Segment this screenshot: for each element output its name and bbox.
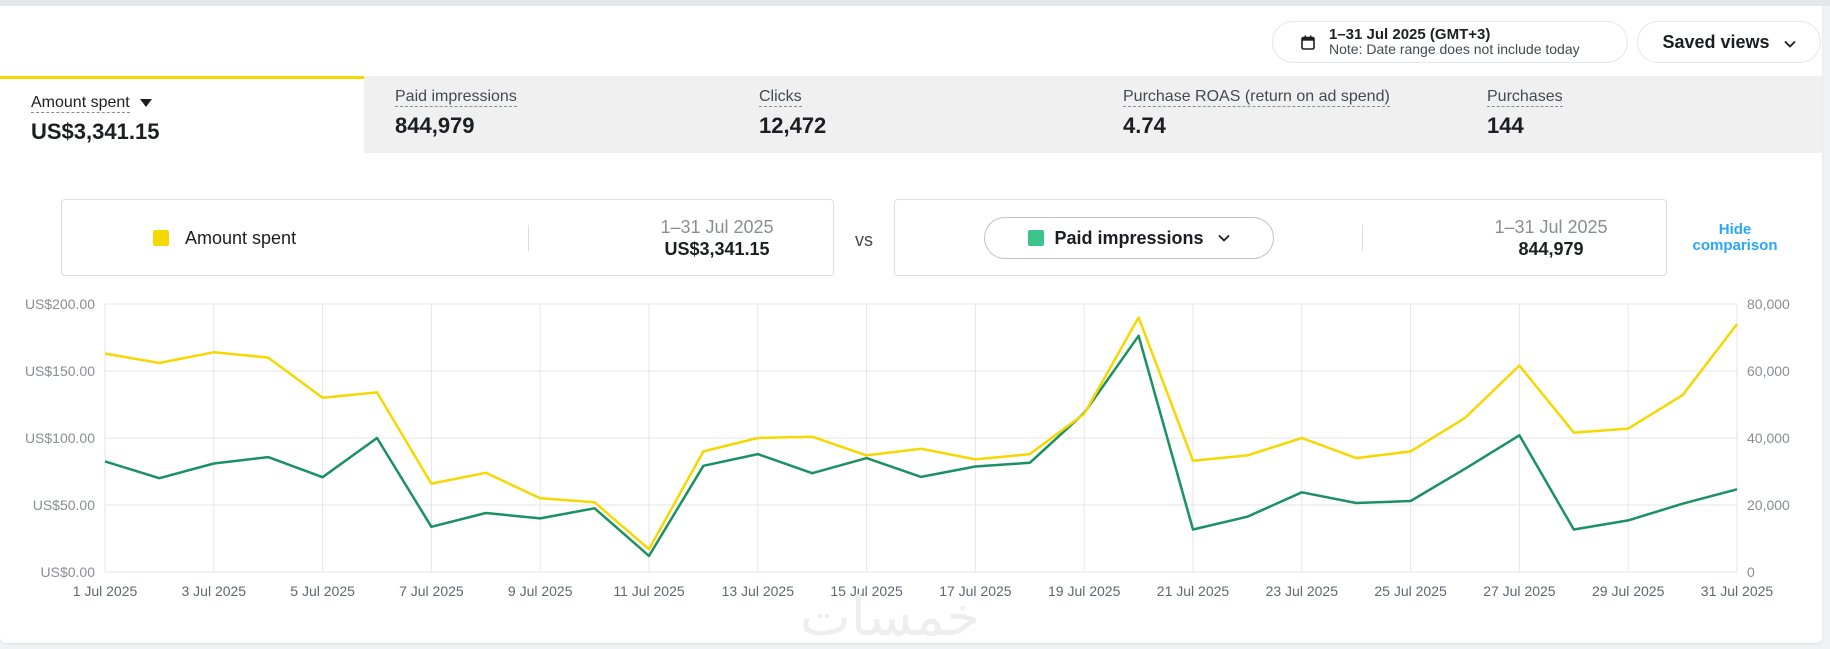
saved-views-label: Saved views: [1662, 31, 1770, 52]
tab-value: 144: [1487, 113, 1524, 138]
x-tick-label: 7 Jul 2025: [399, 583, 464, 599]
series-line-amount-spent: [104, 316, 1738, 551]
legend-swatch-paid-impressions: [1028, 230, 1045, 246]
x-tick-label: 23 Jul 2025: [1266, 583, 1339, 599]
tab-value: US$3,341.15: [31, 119, 160, 144]
tab-label: Purchases: [1487, 88, 1563, 107]
comparison-right-box: Paid impressions 1–31 Jul 2025 844,979: [894, 199, 1667, 276]
line-chart: US$0.00 0 US$50.00 20,000 US$100.00 40,000 US$…: [25, 296, 1790, 599]
hide-comparison-line1: Hide: [1718, 221, 1752, 238]
y-left-tick-label: US$100.00: [25, 430, 95, 446]
x-tick-label: 17 Jul 2025: [939, 583, 1012, 599]
y-left-tick-label: US$200.00: [25, 296, 95, 312]
x-tick-label: 1 Jul 2025: [73, 583, 138, 599]
calendar-icon: [1301, 35, 1315, 50]
metric-tabs: Amount spent US$3,341.15 Paid impression…: [0, 76, 1822, 153]
date-range-note: Note: Date range does not include today: [1329, 41, 1580, 57]
tab-clicks[interactable]: Clicks 12,472: [728, 76, 1092, 153]
x-tick-label: 9 Jul 2025: [508, 583, 573, 599]
x-tick-label: 11 Jul 2025: [613, 583, 685, 599]
x-tick-label: 29 Jul 2025: [1592, 583, 1665, 599]
date-range-label: 1–31 Jul 2025 (GMT+3): [1329, 26, 1491, 43]
tab-label: Clicks: [759, 88, 802, 107]
comparison-left-period: 1–31 Jul 2025 US$3,341.15: [587, 216, 847, 260]
comparison-left-series: Amount spent: [185, 228, 297, 248]
dropdown-label: Paid impressions: [1054, 227, 1204, 248]
tab-value: 12,472: [759, 113, 827, 138]
tab-label: Amount spent: [31, 94, 130, 113]
chevron-down-icon: [1783, 32, 1796, 53]
tab-amount-spent[interactable]: Amount spent US$3,341.15: [0, 76, 364, 153]
period-date: 1–31 Jul 2025: [660, 217, 774, 237]
period-date: 1–31 Jul 2025: [1494, 217, 1608, 237]
watermark-logo: خمسات: [800, 585, 981, 648]
tab-paid-impressions[interactable]: Paid impressions 844,979: [364, 76, 728, 153]
y-left-tick-label: US$0.00: [41, 564, 96, 580]
tab-purchase-roas[interactable]: Purchase ROAS (return on ad spend) 4.74: [1092, 76, 1456, 153]
x-tick-label: 27 Jul 2025: [1483, 583, 1556, 599]
y-right-tick-label: 40,000: [1747, 430, 1790, 446]
tab-value: 844,979: [395, 113, 475, 138]
y-left-tick-label: US$50.00: [33, 497, 95, 513]
x-tick-label: 31 Jul 2025: [1701, 583, 1774, 599]
legend-swatch-amount-spent: [153, 230, 169, 246]
divider: [528, 225, 529, 251]
top-strip: [0, 0, 1830, 6]
tab-purchases[interactable]: Purchases 144: [1456, 76, 1820, 153]
vs-label: vs: [855, 230, 873, 250]
insights-panel: 1–31 Jul 2025 (GMT+3) Note: Date range d…: [0, 6, 1822, 643]
x-tick-label: 19 Jul 2025: [1048, 583, 1121, 599]
x-tick-label: 25 Jul 2025: [1374, 583, 1447, 599]
saved-views-button[interactable]: Saved views: [1638, 22, 1820, 62]
comparison-left-box: Amount spent 1–31 Jul 2025 US$3,341.15: [61, 199, 834, 276]
hide-comparison-link[interactable]: Hide comparison: [1690, 222, 1780, 254]
tab-label: Paid impressions: [395, 88, 517, 107]
x-tick-label: 13 Jul 2025: [722, 583, 795, 599]
comparison-right-period: 1–31 Jul 2025 844,979: [1421, 216, 1681, 260]
comparison-metric-dropdown[interactable]: Paid impressions: [984, 217, 1274, 259]
period-value: 844,979: [1518, 239, 1584, 259]
y-right-tick-label: 80,000: [1747, 296, 1790, 312]
series-line-paid-impressions: [104, 334, 1738, 558]
date-range-picker[interactable]: 1–31 Jul 2025 (GMT+3) Note: Date range d…: [1273, 22, 1627, 62]
y-right-tick-label: 20,000: [1747, 497, 1790, 513]
y-right-tick-label: 0: [1747, 564, 1755, 580]
caret-down-icon[interactable]: [139, 98, 152, 107]
y-right-tick-label: 60,000: [1747, 363, 1790, 379]
x-tick-label: 15 Jul 2025: [830, 583, 903, 599]
tab-value: 4.74: [1123, 113, 1166, 138]
divider: [1362, 225, 1363, 251]
x-tick-label: 21 Jul 2025: [1157, 583, 1230, 599]
chevron-down-icon: [1217, 229, 1230, 247]
x-tick-label: 3 Jul 2025: [181, 583, 246, 599]
tab-label: Purchase ROAS (return on ad spend): [1123, 88, 1390, 107]
hide-comparison-line2: comparison: [1692, 237, 1778, 254]
x-tick-label: 5 Jul 2025: [290, 583, 355, 599]
period-value: US$3,341.15: [664, 239, 770, 259]
y-left-tick-label: US$150.00: [25, 363, 95, 379]
